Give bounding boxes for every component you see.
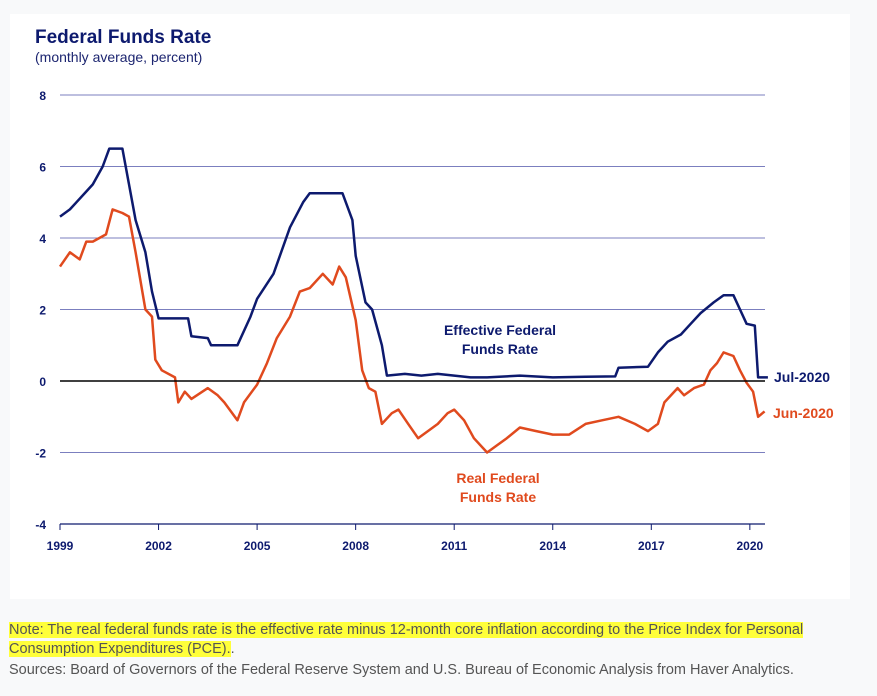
x-tick-label: 1999: [47, 539, 74, 553]
real-rate-label: Real Federal: [456, 470, 539, 486]
chart-title: Federal Funds Rate: [35, 27, 211, 48]
chart-subtitle: (monthly average, percent): [35, 49, 202, 65]
y-tick-label: 2: [39, 304, 46, 318]
note-period: .: [230, 641, 235, 657]
x-tick-label: 2020: [736, 539, 763, 553]
y-tick-label: 4: [39, 232, 46, 246]
x-tick-label: 2014: [539, 539, 566, 553]
effective-rate-label: Effective Federal: [444, 322, 556, 338]
chart-note: Note: The real federal funds rate is the…: [9, 621, 869, 659]
x-tick-label: 2017: [638, 539, 665, 553]
y-tick-label: -4: [35, 518, 46, 532]
real-end-label: Jun-2020: [773, 405, 834, 421]
effective-rate-label: Funds Rate: [462, 341, 538, 357]
sources-text: Sources: Board of Governors of the Feder…: [9, 662, 794, 678]
x-tick-label: 2011: [441, 539, 467, 553]
y-tick-label: -2: [35, 447, 46, 461]
real-rate-label: Funds Rate: [460, 489, 536, 505]
x-tick-label: 2002: [145, 539, 172, 553]
y-tick-label: 0: [39, 375, 46, 389]
x-tick-label: 2005: [244, 539, 271, 553]
effective-rate-line: [59, 147, 768, 379]
y-tick-label: 8: [39, 89, 46, 103]
x-tick-label: 2008: [342, 539, 369, 553]
y-tick-label: 6: [39, 161, 46, 175]
effective-end-label: Jul-2020: [774, 369, 830, 385]
note-text: Note: The real federal funds rate is the…: [9, 622, 804, 657]
real-rate-line: [58, 208, 766, 454]
federal-funds-rate-chart: Federal Funds Rate(monthly average, perc…: [35, 27, 834, 553]
